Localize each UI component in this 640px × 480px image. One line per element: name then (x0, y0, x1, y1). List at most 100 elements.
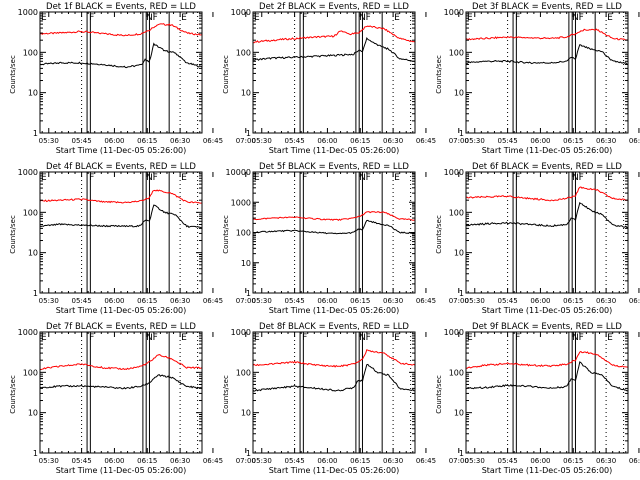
panel-title: Det 3f BLACK = Events, RED = LLD (472, 2, 622, 12)
panel-title: Det 8f BLACK = Events, RED = LLD (259, 322, 409, 332)
x-tick-label: 05:45 (498, 457, 518, 465)
y-tick-label: 10 (28, 409, 38, 418)
marker-label-e: E (467, 333, 473, 343)
marker-label-f: F (89, 173, 94, 183)
x-tick-label: 06:30 (170, 457, 190, 465)
y-tick-label: 10 (454, 89, 464, 98)
y-tick-label: 100 (449, 48, 464, 57)
series-lld-line (252, 349, 416, 368)
x-tick-label: 06:00 (530, 137, 550, 145)
y-tick-label: 1000 (444, 168, 464, 177)
x-axis-label: Start Time (11-Dec-05 05:26:00) (482, 466, 613, 475)
x-tick-label: 05:45 (285, 457, 305, 465)
x-axis-label: Start Time (11-Dec-05 05:26:00) (269, 146, 400, 155)
y-tick-label: 1 (459, 449, 464, 458)
marker-label-f: F (366, 13, 371, 23)
x-tick-label: 05:30 (465, 297, 485, 305)
plot-frame (39, 11, 203, 134)
y-tick-label: 10 (28, 89, 38, 98)
panel-title: Det 6f BLACK = Events, RED = LLD (472, 162, 622, 172)
marker-label-f: F (302, 173, 307, 183)
y-axis-label: Counts/sec (222, 55, 230, 94)
marker-label-e: E (394, 333, 400, 343)
y-tick-label: 10 (454, 409, 464, 418)
marker-label-e: E (181, 333, 187, 343)
series-events-line (465, 201, 629, 229)
series-events-line (465, 361, 629, 392)
x-tick-label: 06:00 (530, 297, 550, 305)
series-events-line (252, 219, 416, 235)
y-tick-label: 10 (241, 409, 251, 418)
y-axis-label: Counts/sec (435, 55, 443, 94)
y-tick-label: 10 (454, 249, 464, 258)
panel-title: Det 5f BLACK = Events, RED = LLD (259, 162, 409, 172)
x-tick-label: 07:00 (449, 457, 469, 465)
x-tick-label: 05:45 (72, 297, 92, 305)
x-tick-label: 06:45 (203, 457, 223, 465)
series-events-line (39, 42, 203, 69)
x-tick-label: 07:00 (236, 297, 256, 305)
y-tick-label: 100 (236, 368, 251, 377)
x-axis-label: Start Time (11-Dec-05 05:26:00) (269, 466, 400, 475)
series-lld-line (39, 23, 202, 37)
x-tick-label: 05:30 (39, 137, 59, 145)
x-axis-label: Start Time (11-Dec-05 05:26:00) (482, 306, 613, 315)
y-axis-label: Counts/sec (9, 375, 17, 414)
marker-label-f: F (515, 333, 520, 343)
x-tick-label: 06:30 (596, 457, 616, 465)
x-tick-label: 05:30 (252, 297, 272, 305)
panel-title: Det 7f BLACK = Events, RED = LLD (46, 322, 196, 332)
x-tick-label: 06:15 (563, 137, 583, 145)
x-tick-label: 06:15 (350, 137, 370, 145)
x-tick-label: 06:15 (350, 297, 370, 305)
y-tick-label: 1000 (231, 328, 251, 337)
marker-label-e: E (394, 13, 400, 23)
x-axis-label: Start Time (11-Dec-05 05:26:00) (56, 146, 187, 155)
marker-label-e: E (607, 173, 613, 183)
series-events-line (39, 374, 203, 390)
marker-label-f: F (89, 333, 94, 343)
y-axis-label: Counts/sec (9, 55, 17, 94)
y-tick-label: 10 (241, 89, 251, 98)
series-lld-line (465, 28, 629, 41)
x-tick-label: 05:30 (39, 297, 59, 305)
x-tick-label: 05:30 (252, 137, 272, 145)
series-events-line (465, 44, 629, 66)
y-tick-label: 100 (23, 208, 38, 217)
series-lld-line (465, 350, 629, 369)
y-tick-label: 1000 (444, 328, 464, 337)
series-lld-line (39, 354, 203, 371)
x-tick-label: 06:15 (350, 457, 370, 465)
y-tick-label: 10 (28, 249, 38, 258)
x-tick-label: 06:45 (629, 297, 640, 305)
plot-frame (252, 331, 416, 454)
y-axis-label: Counts/sec (435, 215, 443, 254)
x-tick-label: 06:45 (416, 457, 436, 465)
x-tick-label: 06:15 (137, 297, 157, 305)
y-tick-label: 1000 (444, 8, 464, 17)
plot-frame (39, 171, 203, 294)
marker-label-n: N (146, 173, 153, 183)
marker-label-f: F (515, 173, 520, 183)
y-tick-label: 1 (459, 129, 464, 138)
y-tick-label: 1000 (231, 8, 251, 17)
x-tick-label: 06:30 (383, 457, 403, 465)
y-tick-label: 1 (33, 449, 38, 458)
x-tick-label: 06:15 (137, 457, 157, 465)
marker-label-e: E (254, 173, 260, 183)
series-lld-line (252, 25, 416, 44)
y-axis-label: Counts/sec (222, 375, 230, 414)
x-tick-label: 06:45 (203, 297, 223, 305)
y-tick-label: 1000 (18, 168, 38, 177)
marker-label-f: F (153, 333, 158, 343)
x-tick-label: 05:45 (285, 137, 305, 145)
x-tick-label: 06:30 (383, 137, 403, 145)
y-axis-label: Counts/sec (435, 375, 443, 414)
x-tick-label: 05:45 (285, 297, 305, 305)
marker-label-n: N (359, 333, 366, 343)
marker-label-n: N (146, 333, 153, 343)
x-tick-label: 06:30 (170, 297, 190, 305)
